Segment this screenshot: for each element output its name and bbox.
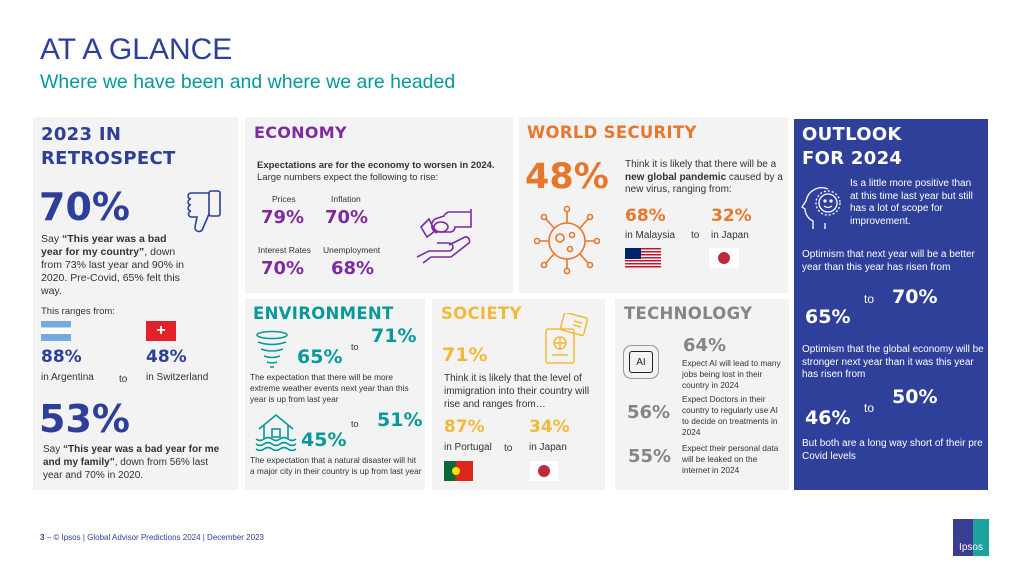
tornado-icon: [256, 330, 288, 368]
outlook-footer: But both are a long way short of their p…: [802, 438, 983, 462]
switzerland-flag-icon: +: [146, 321, 176, 341]
virus-icon: [534, 205, 600, 275]
outlook-title: OUTLOOK FOR 2024: [802, 123, 902, 171]
to-label: to: [504, 443, 513, 454]
item2-to: 51%: [377, 409, 423, 431]
item1-text: The expectation that there will be more …: [250, 372, 409, 404]
outlook-item2-from: 46%: [805, 407, 851, 429]
item1-to: 71%: [371, 325, 417, 347]
outlook-item2-text: Optimism that the global economy will be…: [802, 344, 984, 380]
outlook-item1-from: 65%: [805, 306, 851, 328]
to-label: to: [351, 419, 359, 429]
world-security-stat: 48%: [525, 157, 609, 197]
outlook-item2-to: 50%: [892, 386, 938, 408]
tech-value: 55%: [628, 446, 672, 467]
retrospect-stat1-text: Say “This year was a bad year for my cou…: [41, 233, 184, 297]
page-title: AT A GLANCE: [40, 33, 233, 66]
economy-intro: Expectations are for the economy to wors…: [257, 160, 495, 183]
high-value: 87%: [444, 417, 485, 437]
high-country: in Argentina: [41, 372, 94, 383]
outlook-item1-text: Optimism that next year will be a better…: [802, 249, 975, 273]
hand-money-icon: [416, 209, 472, 264]
economy-value: 70%: [261, 258, 305, 279]
retrospect-stat1: 70%: [39, 185, 130, 229]
argentina-flag-icon: [41, 321, 71, 341]
ipsos-logo-text: Ipsos: [959, 542, 983, 553]
tech-text: Expect their personal data will be leake…: [682, 443, 779, 475]
to-label: to: [691, 230, 700, 241]
economy-panel: ECONOMY Expectations are for the economy…: [245, 117, 513, 293]
environment-title: ENVIRONMENT: [253, 304, 394, 323]
smiling-head-icon: [801, 187, 841, 229]
tech-text: Expect AI will lead to many jobs being l…: [682, 358, 781, 390]
page-number: 3: [40, 533, 45, 542]
world-security-title: WORLD SECURITY: [527, 123, 697, 142]
retrospect-stat2: 53%: [39, 397, 130, 441]
low-value: 32%: [711, 206, 752, 226]
title-line: RETROSPECT: [41, 148, 176, 169]
tech-value: 64%: [683, 335, 727, 356]
low-country: in Switzerland: [146, 372, 209, 383]
society-text: Think it is likely that the level of imm…: [444, 373, 590, 410]
retrospect-stat2-text: Say “This year was a bad year for me and…: [43, 444, 220, 481]
item2-text: The expectation that a natural disaster …: [250, 455, 422, 476]
tech-value: 56%: [627, 402, 671, 423]
to-label: to: [864, 292, 875, 306]
economy-value: 79%: [261, 207, 305, 228]
economy-label: Inflation: [331, 194, 361, 204]
technology-title: TECHNOLOGY: [624, 304, 753, 323]
to-label: to: [351, 342, 359, 352]
flooded-house-icon: [255, 413, 297, 451]
low-country: in Japan: [529, 442, 567, 453]
society-stat: 71%: [442, 344, 488, 366]
high-country: in Malaysia: [625, 230, 676, 241]
to-label: to: [864, 401, 875, 415]
world-security-panel: WORLD SECURITY 48% Think it is likely th…: [519, 117, 788, 293]
title-line: FOR 2024: [802, 148, 903, 169]
low-value: 48%: [146, 347, 187, 367]
item1-from: 65%: [297, 346, 343, 368]
economy-label: Interest Rates: [258, 245, 311, 255]
malaysia-flag-icon: [625, 248, 661, 268]
economy-value: 68%: [331, 258, 375, 279]
economy-label: Unemployment: [323, 245, 381, 255]
footer: 3 – © Ipsos | Global Advisor Predictions…: [40, 533, 264, 542]
retrospect-title: 2023 IN RETROSPECT: [41, 123, 176, 171]
thumbs-down-icon: [187, 190, 221, 233]
footer-text: © Ipsos | Global Advisor Predictions 202…: [53, 533, 264, 542]
tech-text: Expect Doctors in their country to regul…: [682, 394, 778, 437]
low-value: 34%: [529, 417, 570, 437]
high-value: 68%: [625, 206, 666, 226]
environment-panel: ENVIRONMENT 65% to 71% The expectation t…: [245, 299, 425, 490]
outlook-intro: Is a little more positive than at this t…: [850, 178, 973, 227]
society-title: SOCIETY: [441, 304, 522, 323]
society-panel: SOCIETY 71% Think it is likely that the …: [432, 299, 605, 490]
economy-title: ECONOMY: [254, 123, 347, 142]
range-label: This ranges from:: [41, 306, 115, 317]
title-line: 2023 IN: [41, 124, 122, 145]
passport-icon: [545, 313, 588, 364]
page-subtitle: Where we have been and where we are head…: [40, 71, 456, 93]
world-security-text: Think it is likely that there will be a …: [625, 159, 783, 195]
japan-flag-icon: [530, 461, 558, 481]
high-country: in Portugal: [444, 442, 492, 453]
economy-label: Prices: [272, 194, 296, 204]
japan-flag-icon: [709, 248, 739, 268]
to-label: to: [119, 374, 128, 385]
ipsos-logo: Ipsos: [953, 519, 989, 556]
high-value: 88%: [41, 347, 82, 367]
economy-value: 70%: [325, 207, 369, 228]
technology-panel: TECHNOLOGY AI 64% Expect AI will lead to…: [615, 299, 789, 490]
ai-label: AI: [636, 356, 646, 368]
low-country: in Japan: [711, 230, 749, 241]
outlook-item1-to: 70%: [892, 286, 938, 308]
footer-separator: –: [46, 533, 52, 542]
ai-chip-icon: AI: [629, 351, 653, 373]
retrospect-panel: 2023 IN RETROSPECT 70% Say “This year was…: [33, 117, 238, 490]
outlook-panel: OUTLOOK FOR 2024 Is a little more positiv…: [794, 119, 988, 490]
item2-from: 45%: [301, 429, 347, 451]
title-line: OUTLOOK: [802, 124, 902, 145]
portugal-flag-icon: [444, 461, 473, 481]
